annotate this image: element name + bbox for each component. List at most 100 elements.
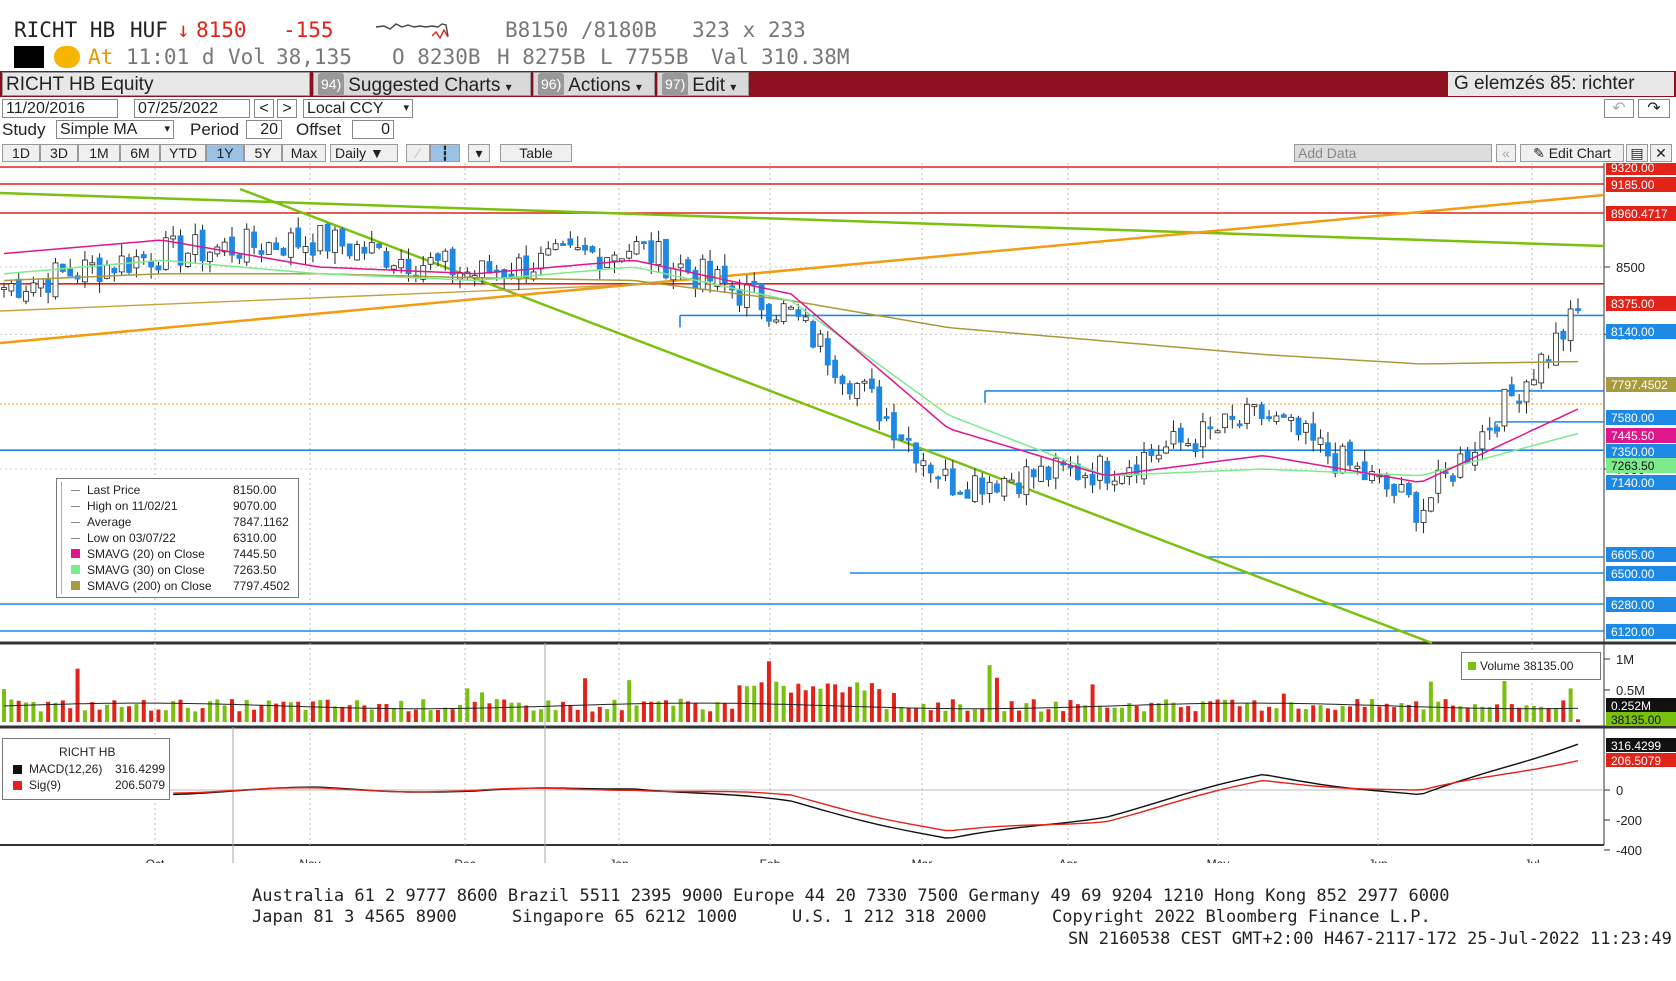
end-date-field[interactable]: 07/25/2022 [134,99,250,118]
range-1d[interactable]: 1D [2,144,40,162]
range-max[interactable]: Max [282,144,326,162]
range-5y[interactable]: 5Y [244,144,282,162]
legend-swatch [71,538,80,539]
signal-line [173,760,1579,832]
candle-body [1508,384,1515,397]
footer-singapore: Singapore 65 6212 1000 [512,907,738,927]
candle-body [574,247,581,251]
candle-body [67,268,74,277]
volume-bar [1149,702,1154,722]
candle-body [155,265,162,271]
close-icon[interactable]: ✕ [1650,144,1672,162]
candle-body [199,229,206,262]
volume-bar [803,690,808,722]
chart-settings-icon[interactable]: ▤ [1626,144,1648,162]
candle-body [1575,308,1581,312]
prev-period-button[interactable]: < [254,99,274,118]
undo-icon[interactable]: ↶ [1604,99,1634,118]
candle-body [1523,381,1530,403]
volume-bar [590,711,595,722]
candle-chart-icon[interactable]: ┇ [430,144,460,162]
candle-body [920,460,927,466]
volume-bar [1355,699,1360,722]
actions-button[interactable]: 96) Actions ▾ [533,72,655,96]
currency-mode: Local CCY [307,100,384,117]
range-ytd[interactable]: YTD [160,144,206,162]
volume-bar [869,683,874,722]
actions-label: Actions [568,75,631,96]
volume-bar [480,692,485,722]
offset-input[interactable]: 0 [352,120,394,139]
next-period-button[interactable]: > [277,99,297,118]
volume-bar [296,701,301,722]
candle-body [140,254,147,259]
trendlines [0,187,1605,645]
collapse-icon[interactable]: « [1496,144,1516,162]
level-tag-bg [1606,377,1676,392]
volume-bar [1281,693,1286,722]
candle-body [957,491,964,495]
candle-body [1273,415,1280,422]
last-price: 8150 [196,18,247,42]
range-1m[interactable]: 1M [78,144,120,162]
candle-body [192,234,199,255]
volume-bar [259,705,264,722]
candle-body [96,257,103,282]
volume-bar [377,703,382,722]
volume-bar [730,708,735,722]
candle-body [15,278,22,298]
redo-icon[interactable]: ↷ [1638,99,1670,118]
volume-bar [1245,703,1250,722]
volume-bar [1222,699,1227,722]
edit-button[interactable]: 97) Edit ▾ [657,72,749,96]
start-date-field[interactable]: 11/20/2016 [2,99,118,118]
security-field[interactable]: RICHT HB Equity [2,72,310,96]
currency-select[interactable]: Local CCY ▾ [303,99,413,118]
chart-type-dropdown-icon[interactable]: ▾ [468,144,490,162]
volume-bar [369,709,374,722]
volume-bar [134,704,139,722]
candle-body [1148,448,1155,456]
macd-axis-label: -400 [1616,843,1642,858]
intraday-tick [432,28,449,40]
range-6m[interactable]: 6M [120,144,160,162]
level-tag-bg [1606,458,1676,473]
candle-body [1258,404,1265,419]
macd-legend: RICHT HB MACD(12,26) 316.4299 Sig(9) 206… [2,738,170,800]
frequency-select[interactable]: Daily ▼ [330,144,398,162]
range-3d[interactable]: 3D [40,144,78,162]
line-chart-icon[interactable]: ⁄ [406,144,430,162]
legend-swatch [71,506,80,507]
legend-name: SMAVG (20) on Close [87,547,205,561]
low-price: L 7755B [600,45,689,69]
candle-body [435,253,441,261]
footer-us: U.S. 1 212 318 2000 [792,907,987,927]
volume-bar [1097,705,1102,722]
candle-body [949,468,956,496]
candle-body [265,242,272,255]
candle-body [1472,451,1478,466]
period-input[interactable]: 20 [246,120,282,139]
volume-bar [487,703,492,722]
volume-axis-label: 0.5M [1616,683,1645,698]
study-select[interactable]: Simple MA ▾ [56,120,174,139]
x-axis-label: Jul [1524,857,1539,863]
volume-bar [958,704,963,722]
suggested-charts-button[interactable]: 94) Suggested Charts ▾ [313,72,531,96]
speedometer-icon [54,46,80,68]
candle-body [935,476,942,480]
volume-bar [1200,701,1205,722]
edit-chart-button[interactable]: ✎ Edit Chart [1520,144,1624,162]
table-button[interactable]: Table [500,144,572,162]
level-tag-bg [1606,547,1676,562]
legend-swatch [71,549,80,558]
candle-body [1347,441,1353,466]
volume-bar [1193,711,1198,722]
add-data-input[interactable]: Add Data [1294,144,1492,162]
vol-label: Vol [228,45,266,69]
candle-body [1361,461,1368,481]
volume-bar [1443,699,1448,722]
range-1y[interactable]: 1Y [206,144,244,162]
volume-bar [1406,704,1411,722]
volume-bar [421,699,426,722]
